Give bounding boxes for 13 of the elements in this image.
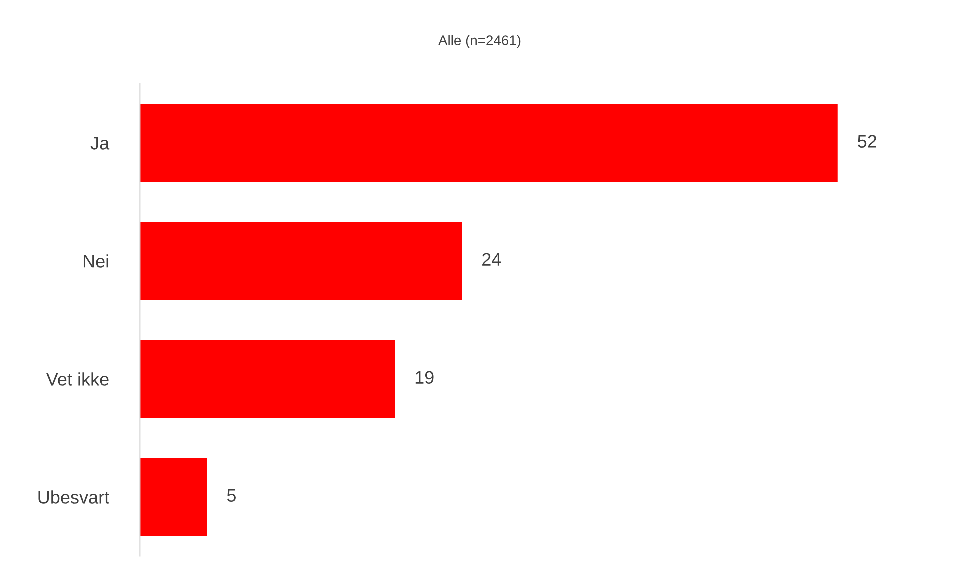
bar [140, 104, 838, 182]
y-tick-label: Ubesvart [38, 490, 110, 504]
data-label: 5 [227, 489, 236, 502]
bar [140, 222, 462, 300]
data-label: 52 [858, 135, 876, 148]
data-label: 19 [416, 371, 434, 384]
bar [140, 458, 208, 536]
bar [140, 340, 396, 418]
y-tick-label: Vet ikke [46, 372, 109, 386]
chart-title: Alle (n=2461) [438, 35, 521, 48]
y-tick-label: Ja [90, 137, 110, 150]
y-tick-label: Nei [84, 254, 108, 268]
data-label: 24 [482, 253, 502, 266]
